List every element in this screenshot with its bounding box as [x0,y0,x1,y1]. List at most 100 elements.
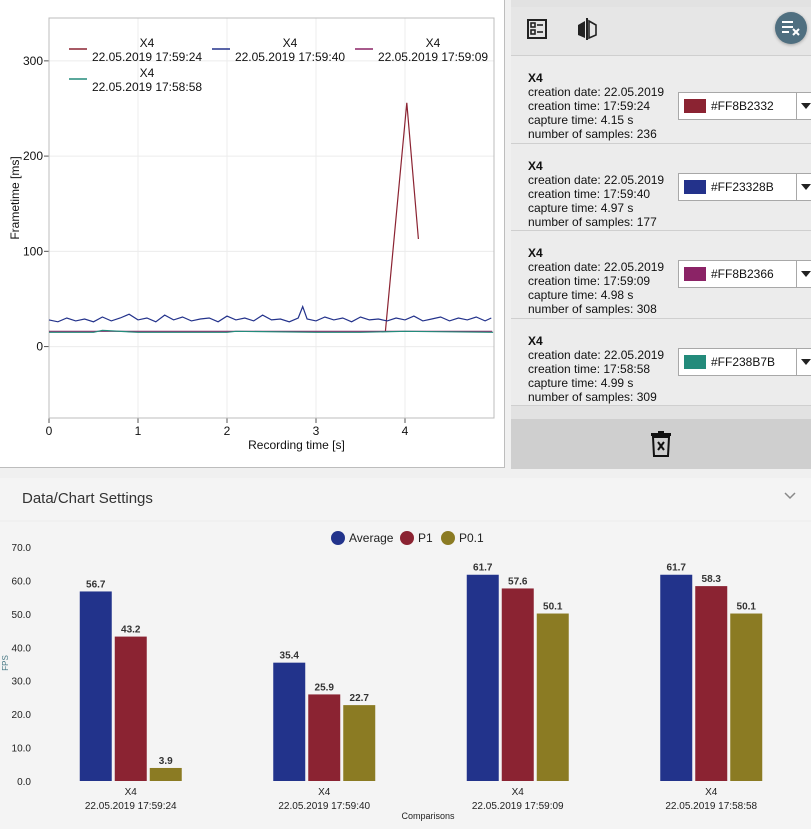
bar [695,586,728,781]
x-axis-label: Recording time [s] [248,438,345,452]
legend-swatch [400,531,414,545]
color-value: #FF238B7B [711,354,776,369]
entry-samples: number of samples: 309 [528,389,657,404]
legend-sublabel: 22.05.2019 17:58:58 [92,80,202,94]
entry-creation-time: creation time: 17:59:40 [528,186,651,201]
bar-value-label: 25.9 [315,682,335,693]
y-tick-label: 40.0 [12,643,32,654]
color-dropdown-button[interactable] [796,347,811,376]
color-picker[interactable]: #FF238B7B [678,347,811,376]
bar-value-label: 22.7 [350,693,370,704]
chevron-down-icon [800,183,811,190]
x-tick-label: X4 [705,787,718,798]
entry-creation-time: creation time: 17:58:58 [528,361,651,376]
bar [308,694,341,781]
bar-value-label: 43.2 [121,625,141,636]
legend-label: X4 [426,36,441,50]
compare-flip-icon[interactable] [572,14,602,44]
settings-expander[interactable]: Data/Chart Settings [0,478,811,520]
legend-sublabel: 22.05.2019 17:59:24 [92,50,202,64]
y-tick-label: 300 [23,54,43,68]
legend-label: X4 [140,36,155,50]
x-tick-label: 4 [402,424,409,438]
entry-title: X4 [528,158,543,173]
bar [536,613,569,781]
series-line [49,329,494,333]
entry-samples: number of samples: 236 [528,127,657,141]
comparison-toolbar [511,7,811,56]
comparison-footer [511,419,811,469]
bar [343,705,376,781]
chevron-down-icon[interactable] [783,488,797,502]
legend-label: X4 [140,66,155,80]
comparison-entry[interactable]: X4 creation date: 22.05.2019 creation ti… [511,143,811,231]
bar [466,574,499,781]
fps-bar-chart-panel: 0.0 10.0 20.0 30.0 40.0 50.0 60.0 70.0 FPS Compar… [0,522,811,829]
legend-label: Average [349,531,394,545]
series-line [384,102,419,332]
comparison-entry[interactable]: X4 creation date: 22.05.2019 creation ti… [511,318,811,406]
clear-list-button[interactable] [775,12,807,44]
y-tick-label: 70.0 [12,543,32,554]
entry-samples: number of samples: 177 [528,214,657,229]
clear-list-icon [782,21,800,36]
color-picker[interactable]: #FF8B2366 [678,260,811,288]
color-dropdown-button[interactable] [796,260,811,288]
color-picker[interactable]: #FF8B2332 [678,92,811,120]
plot-frame [48,17,495,419]
x-tick-label: 0 [46,424,53,438]
table-list-icon[interactable] [522,14,552,44]
chevron-down-icon [800,358,811,365]
bar [501,588,534,781]
color-dropdown-button[interactable] [796,92,811,120]
comparison-entries: X4 creation date: 22.05.2019 creation ti… [511,56,811,414]
fps-bar-chart[interactable]: 0.0 10.0 20.0 30.0 40.0 50.0 60.0 70.0 FPS Compar… [0,522,811,829]
x-tick-label: 1 [135,424,142,438]
legend-swatch [331,531,345,545]
bar [730,613,763,781]
legend-label: P0.1 [459,531,484,545]
bar-value-label: 61.7 [667,563,687,574]
entry-creation-date: creation date: 22.05.2019 [528,347,665,362]
bar-value-label: 50.1 [737,602,757,613]
x-tick-sublabel: 22.05.2019 17:59:40 [278,801,370,812]
y-axis-label: FPS [1,655,10,671]
bar-value-label: 35.4 [280,651,300,662]
entry-capture-time: capture time: 4.99 s [528,375,634,390]
series-line [48,304,492,323]
trash-icon [651,431,671,457]
x-tick-sublabel: 22.05.2019 17:59:24 [85,801,177,812]
bar-value-label: 50.1 [543,602,563,613]
comparison-entry[interactable]: X4 creation date: 22.05.2019 creation ti… [511,231,811,319]
bar [149,767,182,781]
entry-samples: number of samples: 308 [528,302,657,316]
color-value: #FF8B2332 [711,99,774,113]
color-swatch [684,179,706,194]
x-tick-sublabel: 22.05.2019 17:59:09 [472,801,564,812]
legend-label: X4 [283,36,298,50]
color-value: #FF8B2366 [711,267,774,281]
bar-value-label: 61.7 [473,563,493,574]
x-tick-sublabel: 22.05.2019 17:58:58 [665,801,757,812]
color-swatch [684,267,706,281]
bar-value-label: 3.9 [159,756,173,767]
x-tick-label: 2 [224,424,231,438]
color-picker[interactable]: #FF23328B [678,172,811,201]
y-tick-label: 20.0 [12,710,32,721]
color-dropdown-button[interactable] [796,172,811,201]
entry-capture-time: capture time: 4.98 s [528,288,634,302]
frametime-chart[interactable]: 0 1 2 3 4 0 100 200 300 Recording time [s] Frameti… [0,0,505,468]
legend-swatch [441,531,455,545]
comparison-entry[interactable]: X4 creation date: 22.05.2019 creation ti… [511,56,811,144]
bar [273,662,306,781]
y-tick-label: 30.0 [12,677,32,688]
entry-creation-date: creation date: 22.05.2019 [528,260,665,274]
y-tick-label: 60.0 [12,576,32,587]
delete-all-button[interactable] [646,429,676,459]
x-tick-label: 3 [313,424,320,438]
comparison-list-panel: X4 creation date: 22.05.2019 creation ti… [511,0,811,469]
bar-value-label: 56.7 [86,579,106,590]
x-tick-label: X4 [318,787,331,798]
y-tick-label: 200 [23,149,43,163]
x-axis-label: Comparisons [401,811,455,821]
